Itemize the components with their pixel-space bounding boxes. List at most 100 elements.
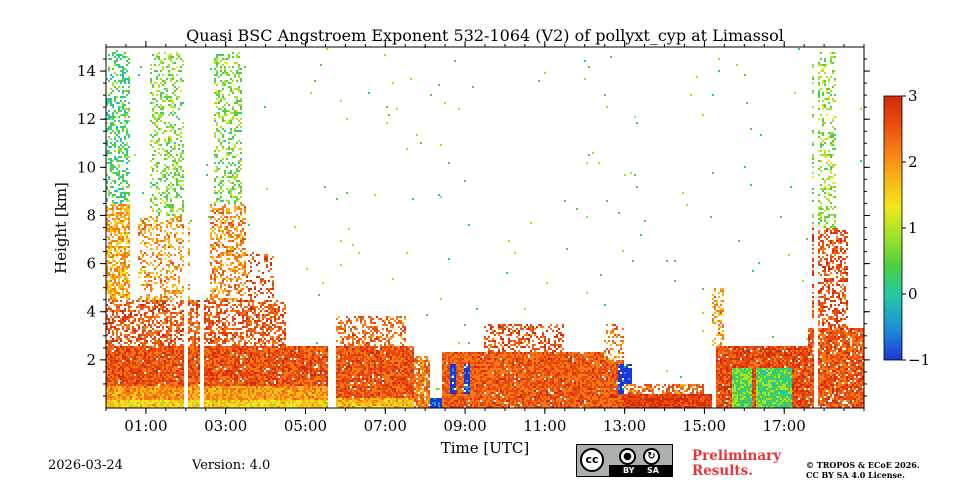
heatmap-cell (166, 278, 168, 280)
heatmap-cell (168, 240, 170, 242)
heatmap-cell (118, 110, 120, 112)
heatmap-cell (140, 406, 142, 408)
heatmap-cell (156, 314, 158, 316)
heatmap-cell (174, 380, 176, 382)
heatmap-cell (128, 348, 130, 350)
heatmap-cell (228, 356, 230, 358)
heatmap-cell (216, 238, 218, 240)
heatmap-cell (164, 402, 166, 404)
heatmap-cell (106, 324, 108, 326)
heatmap-cell (126, 364, 128, 366)
heatmap-cell (228, 132, 230, 134)
heatmap-cell (106, 230, 108, 232)
heatmap-cell (190, 400, 192, 402)
heatmap-cell (194, 350, 196, 352)
heatmap-cell (150, 370, 152, 372)
heatmap-cell (214, 346, 216, 348)
heatmap-cell (116, 354, 118, 356)
heatmap-cell (218, 262, 220, 264)
heatmap-cell (204, 366, 206, 368)
heatmap-cell (160, 372, 162, 374)
heatmap-cell (110, 118, 112, 120)
heatmap-cell (168, 168, 170, 170)
heatmap-cell (158, 254, 160, 256)
heatmap-cell (172, 278, 174, 280)
heatmap-cell (122, 248, 124, 250)
heatmap-cell (112, 166, 114, 168)
heatmap-cell (206, 406, 208, 408)
heatmap-cell (128, 326, 130, 328)
heatmap-cell (106, 378, 108, 380)
heatmap-cell (128, 102, 130, 104)
heatmap-cell (210, 366, 212, 368)
heatmap-cell (214, 352, 216, 354)
heatmap-cell (174, 396, 176, 398)
heatmap-cell (174, 324, 176, 326)
heatmap-cell (152, 370, 154, 372)
heatmap-cell (166, 364, 168, 366)
heatmap-cell (190, 356, 192, 358)
heatmap-cell (150, 206, 152, 208)
heatmap-cell (166, 374, 168, 376)
heatmap-cell (218, 406, 220, 408)
heatmap-cell (238, 354, 240, 356)
heatmap-cell (228, 354, 230, 356)
heatmap-cell (224, 238, 226, 240)
heatmap-cell (128, 274, 130, 276)
heatmap-cell (158, 404, 160, 406)
heatmap-cell (238, 386, 240, 388)
heatmap-cell (160, 144, 162, 146)
heatmap-cell (206, 378, 208, 380)
heatmap-cell (118, 390, 120, 392)
heatmap-cell (166, 370, 168, 372)
heatmap-cell (162, 344, 164, 346)
heatmap-cell (216, 372, 218, 374)
heatmap-cell (210, 222, 212, 224)
heatmap-cell (234, 380, 236, 382)
heatmap-cell (224, 388, 226, 390)
heatmap-cell (120, 246, 122, 248)
heatmap-cell (168, 242, 170, 244)
heatmap-cell (170, 218, 172, 220)
heatmap-cell (150, 374, 152, 376)
heatmap-cell (216, 192, 218, 194)
heatmap-cell (138, 300, 140, 302)
heatmap-cell (112, 284, 114, 286)
heatmap-cell (126, 380, 128, 382)
heatmap-cell (236, 176, 238, 178)
heatmap-cell (238, 352, 240, 354)
heatmap-cell (160, 230, 162, 232)
heatmap-cell (126, 382, 128, 384)
heatmap-cell (126, 158, 128, 160)
heatmap-cell (120, 156, 122, 158)
heatmap-cell (146, 396, 148, 398)
heatmap-cell (210, 354, 212, 356)
heatmap-cell (170, 312, 172, 314)
heatmap-cell (192, 364, 194, 366)
heatmap-cell (228, 324, 230, 326)
heatmap-cell (166, 186, 168, 188)
heatmap-cell (120, 262, 122, 264)
heatmap-cell (240, 390, 242, 392)
heatmap-cell (126, 328, 128, 330)
heatmap-cell (120, 236, 122, 238)
heatmap-cell (178, 356, 180, 358)
heatmap-cell (126, 346, 128, 348)
heatmap-cell (214, 400, 216, 402)
heatmap-cell (116, 390, 118, 392)
heatmap-cell (180, 352, 182, 354)
heatmap-cell (208, 382, 210, 384)
heatmap-cell (192, 362, 194, 364)
heatmap-cell (106, 308, 108, 310)
heatmap-cell (128, 204, 130, 206)
heatmap-cell (224, 338, 226, 340)
heatmap-cell (226, 346, 228, 348)
heatmap-cell (226, 354, 228, 356)
heatmap-cell (182, 300, 184, 302)
heatmap-cell (218, 378, 220, 380)
heatmap-cell (110, 310, 112, 312)
heatmap-cell (182, 144, 184, 146)
heatmap-cell (110, 378, 112, 380)
heatmap-cell (160, 96, 162, 98)
heatmap-cell (180, 318, 182, 320)
